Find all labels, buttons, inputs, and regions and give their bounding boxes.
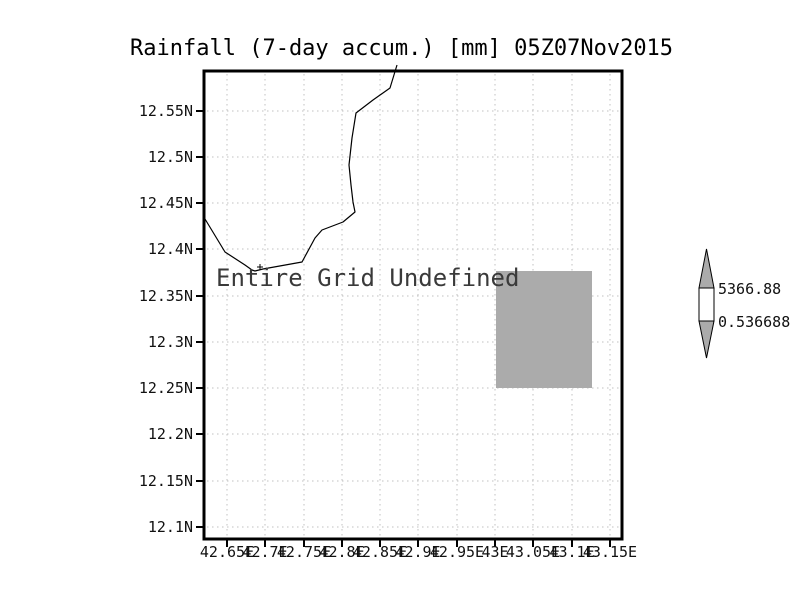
x-tick-label: 42.75E xyxy=(276,543,332,561)
coastline xyxy=(204,64,398,272)
colorbar-min-label: 0.536688 xyxy=(718,313,791,331)
x-tick-label: 42.7E xyxy=(242,543,288,561)
x-tick-label: 42.95E xyxy=(429,543,485,561)
colorbar-lower-arrow xyxy=(698,320,715,359)
colorbar-upper-arrow xyxy=(698,248,715,289)
y-tick-label: 12.45N xyxy=(138,194,193,212)
x-tick-label: 43E xyxy=(481,543,509,561)
y-tick-label: 12.55N xyxy=(138,102,193,120)
x-tick-label: 43.1E xyxy=(549,543,595,561)
y-tick-label: 12.1N xyxy=(147,518,193,536)
x-tick-label: 42.8E xyxy=(319,543,365,561)
x-tick-label: 43.15E xyxy=(582,543,638,561)
x-tick-label: 42.65E xyxy=(199,543,255,561)
y-tick-label: 12.3N xyxy=(147,333,193,351)
undefined-message: Entire Grid Undefined xyxy=(216,264,520,292)
undefined-data-cell xyxy=(496,271,592,388)
y-tick-label: 12.4N xyxy=(147,240,193,258)
x-tick-label: 43.05E xyxy=(505,543,561,561)
y-tick-label: 12.25N xyxy=(138,379,193,397)
y-tick-label: 12.15N xyxy=(138,472,193,490)
y-tick-label: 12.2N xyxy=(147,425,193,443)
island-marker xyxy=(257,264,263,270)
map-plot xyxy=(196,64,624,547)
x-tick-label: 42.9E xyxy=(395,543,441,561)
colorbar-max-label: 5366.88 xyxy=(718,280,782,298)
colorbar xyxy=(698,248,715,359)
plot-title: Rainfall (7-day accum.) [mm] 05Z07Nov201… xyxy=(130,36,674,61)
colorbar-range-box xyxy=(698,287,715,322)
plot-frame xyxy=(202,69,624,541)
y-tick-label: 12.5N xyxy=(147,148,193,166)
y-tick-label: 12.35N xyxy=(138,287,193,305)
x-tick-label: 42.85E xyxy=(352,543,408,561)
